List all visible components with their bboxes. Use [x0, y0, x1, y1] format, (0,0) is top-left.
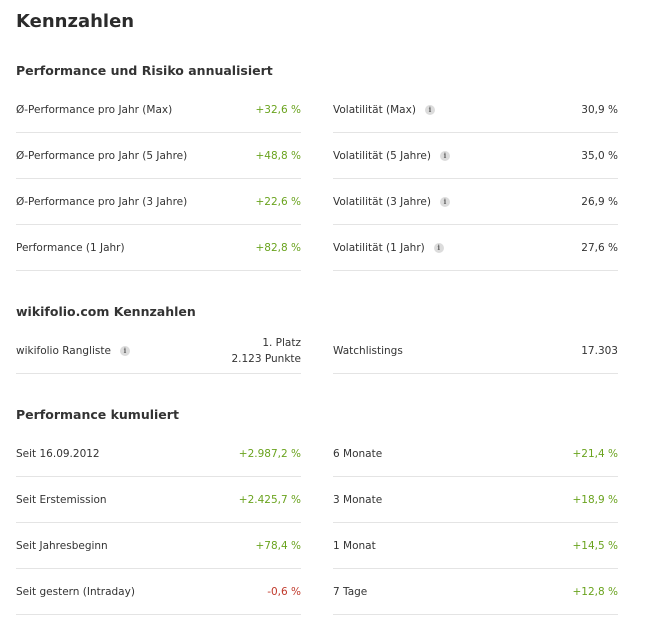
wikifolio-right-column: Watchlistings 17.303: [333, 329, 618, 374]
stat-label: 6 Monate: [333, 447, 383, 460]
info-icon[interactable]: i: [439, 150, 450, 161]
stat-row: Ø-Performance pro Jahr (5 Jahre) +48,8 %: [16, 133, 301, 179]
stat-row: Seit 16.09.2012 +2.987,2 %: [16, 431, 301, 477]
stat-row: 3 Monate +18,9 %: [333, 477, 618, 523]
stat-label: 7 Tage: [333, 585, 368, 598]
cumulative-right-column: 6 Monate +21,4 % 3 Monate +18,9 % 1 Mona…: [333, 431, 618, 615]
stat-label: Seit Jahresbeginn: [16, 539, 108, 552]
stat-value: +82,8 %: [255, 241, 302, 254]
stat-label: wikifolio Rangliste i: [16, 345, 130, 357]
wikifolio-left-column: wikifolio Rangliste i 1. Platz 2.123 Pun…: [16, 329, 301, 374]
stat-value: +22,6 %: [255, 195, 302, 208]
stat-label: Volatilität (Max) i: [333, 104, 435, 116]
stat-value: +2.425,7 %: [238, 493, 301, 506]
section-title-wikifolio: wikifolio.com Kennzahlen: [16, 304, 196, 319]
stat-label-text: Volatilität (5 Jahre): [333, 149, 431, 162]
info-icon[interactable]: i: [119, 346, 130, 356]
ranking-points: 2.123 Punkte: [231, 353, 301, 365]
stat-row: Volatilität (1 Jahr) i 27,6 %: [333, 225, 618, 271]
stat-value: +78,4 %: [255, 539, 302, 552]
stat-label: Performance (1 Jahr): [16, 241, 125, 254]
stat-row: Volatilität (Max) i 30,9 %: [333, 87, 618, 133]
stat-row: Ø-Performance pro Jahr (Max) +32,6 %: [16, 87, 301, 133]
stat-value: +21,4 %: [572, 447, 619, 460]
cumulative-left-column: Seit 16.09.2012 +2.987,2 % Seit Erstemis…: [16, 431, 301, 615]
stat-label-text: Volatilität (Max): [333, 103, 416, 116]
section-title-cumulative: Performance kumuliert: [16, 407, 179, 422]
stat-label: 1 Monat: [333, 539, 376, 552]
stat-row: 6 Monate +21,4 %: [333, 431, 618, 477]
stat-value: 35,0 %: [581, 149, 618, 162]
stat-value: +12,8 %: [572, 585, 619, 598]
stat-label: Seit Erstemission: [16, 493, 107, 506]
risk-right-column: Volatilität (Max) i 30,9 % Volatilität (…: [333, 87, 618, 271]
stat-label-text: Volatilität (1 Jahr): [333, 241, 425, 254]
stat-label-text: Volatilität (3 Jahre): [333, 195, 431, 208]
stat-value: 26,9 %: [581, 195, 618, 208]
stat-label: Seit gestern (Intraday): [16, 585, 135, 598]
stat-label: Volatilität (5 Jahre) i: [333, 150, 450, 162]
stat-label: Ø-Performance pro Jahr (3 Jahre): [16, 195, 188, 208]
stat-label: Volatilität (1 Jahr) i: [333, 242, 444, 254]
stat-value: +18,9 %: [572, 493, 619, 506]
stat-row: Volatilität (3 Jahre) i 26,9 %: [333, 179, 618, 225]
stat-value: +32,6 %: [255, 103, 302, 116]
stat-label-text: wikifolio Rangliste: [16, 345, 111, 357]
stat-row: 1 Monat +14,5 %: [333, 523, 618, 569]
info-icon[interactable]: i: [424, 104, 435, 115]
page-title: Kennzahlen: [16, 11, 135, 32]
stat-label: Ø-Performance pro Jahr (5 Jahre): [16, 149, 188, 162]
risk-left-column: Ø-Performance pro Jahr (Max) +32,6 % Ø-P…: [16, 87, 301, 271]
stat-value: +14,5 %: [572, 539, 619, 552]
stat-row: Volatilität (5 Jahre) i 35,0 %: [333, 133, 618, 179]
stat-label: Seit 16.09.2012: [16, 447, 100, 460]
stat-row: Ø-Performance pro Jahr (3 Jahre) +22,6 %: [16, 179, 301, 225]
info-icon[interactable]: i: [433, 242, 444, 253]
ranking-value: 1. Platz 2.123 Punkte: [231, 335, 301, 367]
stat-row: Seit gestern (Intraday) -0,6 %: [16, 569, 301, 615]
stat-label: Ø-Performance pro Jahr (Max): [16, 103, 173, 116]
stat-value: 27,6 %: [581, 241, 618, 254]
stat-value: 30,9 %: [581, 103, 618, 116]
ranking-place: 1. Platz: [262, 337, 301, 349]
stat-row: Seit Erstemission +2.425,7 %: [16, 477, 301, 523]
stat-value: +48,8 %: [255, 149, 302, 162]
stat-row: Seit Jahresbeginn +78,4 %: [16, 523, 301, 569]
stat-row-ranking: wikifolio Rangliste i 1. Platz 2.123 Pun…: [16, 329, 301, 374]
stat-label: Volatilität (3 Jahre) i: [333, 196, 450, 208]
info-icon[interactable]: i: [439, 196, 450, 207]
stat-label: 3 Monate: [333, 493, 383, 506]
stat-row: Performance (1 Jahr) +82,8 %: [16, 225, 301, 271]
stat-label: Watchlistings: [333, 345, 403, 357]
section-title-risk: Performance und Risiko annualisiert: [16, 63, 273, 78]
stat-row: 7 Tage +12,8 %: [333, 569, 618, 615]
stat-value: +2.987,2 %: [238, 447, 301, 460]
stat-value: -0,6 %: [267, 585, 301, 598]
stat-row-watchlistings: Watchlistings 17.303: [333, 329, 618, 374]
stat-value: 17.303: [581, 345, 618, 357]
